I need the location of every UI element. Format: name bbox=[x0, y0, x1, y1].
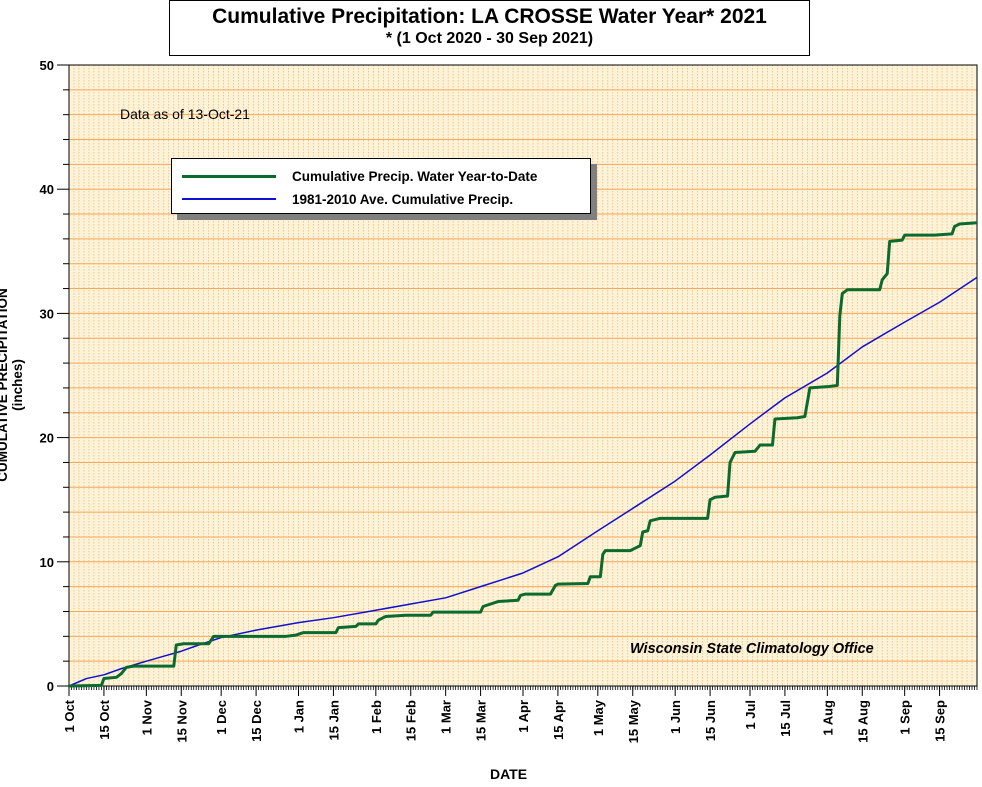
credit-annotation: Wisconsin State Climatology Office bbox=[630, 641, 874, 657]
x-tick-label: 1 Sep bbox=[898, 700, 913, 735]
x-tick-label: 15 Sep bbox=[933, 700, 948, 742]
y-tick-label: 50 bbox=[40, 58, 54, 73]
chart-subtitle: * (1 Oct 2020 - 30 Sep 2021) bbox=[385, 30, 594, 47]
legend-swatch-actual bbox=[182, 174, 276, 178]
x-tick-label: 15 Feb bbox=[404, 700, 419, 741]
x-tick-label: 1 Aug bbox=[820, 700, 835, 736]
legend: Cumulative Precip. Water Year-to-Date 19… bbox=[171, 158, 591, 214]
chart-title-box: Cumulative Precipitation: LA CROSSE Wate… bbox=[169, 0, 810, 56]
x-tick-label: 1 Dec bbox=[214, 700, 229, 735]
x-tick-label: 15 Jul bbox=[778, 700, 793, 737]
x-tick-label: 1 Mar bbox=[439, 700, 454, 734]
x-tick-label: 15 Mar bbox=[474, 700, 489, 741]
x-tick-label: 15 May bbox=[626, 699, 641, 743]
x-tick-label: 15 Apr bbox=[551, 700, 566, 740]
x-tick-label: 1 Jul bbox=[743, 700, 758, 730]
x-tick-label: 1 Feb bbox=[369, 700, 384, 734]
y-tick-label: 0 bbox=[47, 679, 54, 694]
y-axis-label: CUMULATIVE PRECIPITATION (inches) bbox=[0, 288, 25, 482]
y-tick-label: 40 bbox=[40, 182, 54, 197]
x-tick-label: 1 Apr bbox=[516, 700, 531, 733]
legend-label-average: 1981-2010 Ave. Cumulative Precip. bbox=[292, 191, 514, 207]
x-tick-label: 15 Jan bbox=[326, 700, 341, 741]
x-tick-label: 1 Nov bbox=[139, 699, 154, 735]
series-line-actual bbox=[68, 221, 978, 688]
x-tick-label: 15 Dec bbox=[249, 700, 264, 742]
y-tick-label: 30 bbox=[40, 306, 54, 321]
x-axis-label: DATE bbox=[490, 766, 528, 782]
x-tick-label: 1 Oct bbox=[62, 699, 77, 732]
x-tick-label: 1 Jun bbox=[668, 700, 683, 734]
series-line-average bbox=[68, 276, 978, 687]
data-as-of-annotation: Data as of 13-Oct-21 bbox=[120, 106, 250, 122]
legend-swatch-average bbox=[182, 198, 276, 200]
x-tick-label: 15 Oct bbox=[97, 699, 112, 739]
x-tick-label: 1 May bbox=[591, 699, 606, 736]
legend-item-actual: Cumulative Precip. Water Year-to-Date bbox=[182, 166, 537, 186]
x-tick-label: 15 Nov bbox=[174, 699, 189, 742]
x-tick-label: 1 Jan bbox=[291, 700, 306, 733]
chart-title: Cumulative Precipitation: LA CROSSE Wate… bbox=[212, 5, 767, 28]
legend-label-actual: Cumulative Precip. Water Year-to-Date bbox=[292, 168, 538, 184]
y-tick-label: 20 bbox=[40, 431, 54, 446]
y-tick-label: 10 bbox=[40, 555, 54, 570]
x-tick-label: 15 Jun bbox=[703, 700, 718, 741]
x-tick-label: 15 Aug bbox=[855, 700, 870, 743]
legend-item-average: 1981-2010 Ave. Cumulative Precip. bbox=[182, 189, 513, 209]
